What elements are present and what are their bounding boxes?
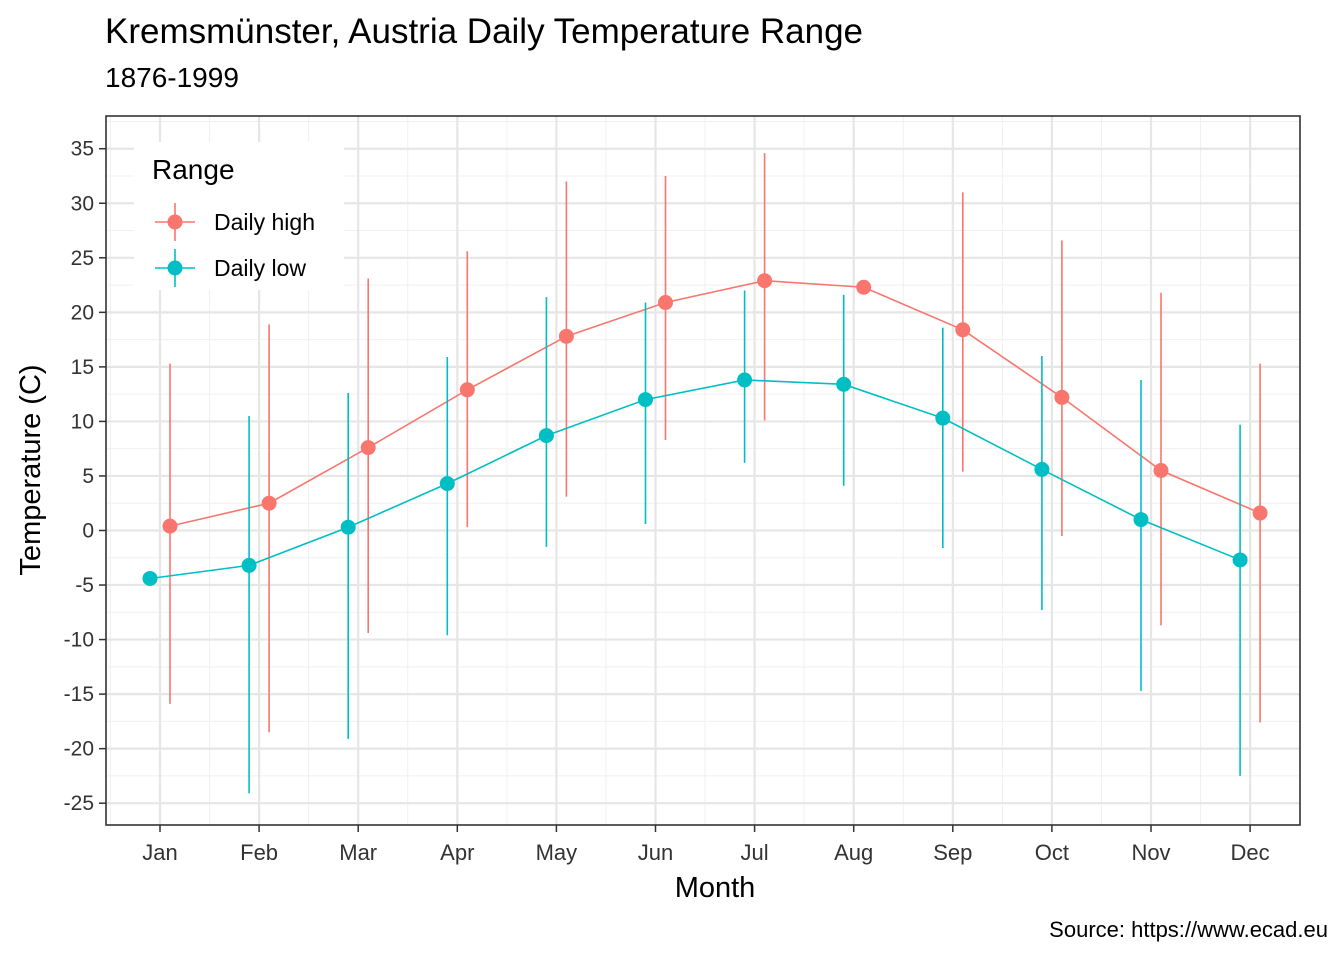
data-point — [836, 376, 852, 392]
data-point — [1232, 552, 1248, 568]
x-tick-label: Nov — [1131, 840, 1170, 865]
x-tick-label: Mar — [339, 840, 377, 865]
data-point — [538, 428, 554, 444]
x-tick-label: Sep — [933, 840, 972, 865]
axes: -25 -20 -15 -10 -5 0 5 10 15 20 25 30 35 Jan Feb Mar Apr… — [64, 138, 1270, 865]
legend-title: Range — [152, 154, 235, 185]
data-point — [638, 392, 653, 408]
legend: Range Daily high Daily low — [134, 142, 344, 290]
data-point — [340, 519, 356, 535]
legend-items: Daily high Daily low — [155, 203, 315, 287]
y-tick-label: 10 — [71, 410, 94, 433]
y-tick-label: -15 — [64, 683, 94, 706]
y-tick-label: -10 — [64, 629, 94, 652]
legend-key-point — [167, 260, 183, 276]
y-axis-title: Temperature (C) — [15, 364, 47, 575]
legend-label: Daily high — [214, 209, 315, 235]
chart-subtitle: 1876-1999 — [105, 62, 239, 93]
y-tick-label: 0 — [82, 519, 94, 542]
legend-key-point — [167, 214, 183, 230]
plot-border — [105, 115, 1301, 826]
x-tick-label: May — [536, 840, 578, 865]
data-point — [757, 273, 773, 289]
y-tick-label: -20 — [64, 738, 94, 761]
data-point — [1034, 461, 1050, 477]
x-tick-label: Dec — [1231, 840, 1270, 865]
data-point — [658, 295, 673, 311]
data-point — [558, 328, 574, 344]
series-line — [149, 379, 1241, 580]
data-point — [737, 372, 753, 388]
y-tick-label: 5 — [82, 465, 94, 488]
y-tick-label: 30 — [71, 192, 94, 215]
x-tick-label: Jan — [142, 840, 177, 865]
data-point — [1054, 389, 1070, 405]
data-point — [1252, 505, 1268, 521]
data-point — [1133, 512, 1149, 528]
y-tick-label: 35 — [71, 138, 94, 161]
y-tick-label: 25 — [71, 247, 94, 270]
grid — [106, 116, 1301, 825]
x-tick-label: Apr — [440, 840, 474, 865]
x-tick-label: Jul — [741, 840, 769, 865]
data-point — [439, 476, 455, 492]
data-point — [142, 570, 158, 586]
chart-title: Kremsmünster, Austria Daily Temperature … — [105, 12, 864, 51]
data-point — [955, 322, 971, 338]
series-layer — [142, 153, 1268, 794]
series-line — [169, 279, 1261, 527]
data-point — [360, 440, 376, 456]
data-point — [459, 382, 475, 398]
y-tick-label: 15 — [71, 356, 94, 379]
x-tick-label: Aug — [834, 840, 873, 865]
y-tick-label: 20 — [71, 301, 94, 324]
y-tick-label: -25 — [64, 792, 94, 815]
x-axis-title: Month — [675, 872, 756, 904]
x-tick-label: Jun — [638, 840, 673, 865]
y-tick-label: -5 — [75, 574, 94, 597]
data-point — [935, 410, 951, 426]
x-tick-label: Oct — [1035, 840, 1069, 865]
data-point — [856, 279, 872, 295]
data-point — [162, 518, 178, 534]
data-point — [261, 495, 277, 511]
chart-source-caption: Source: https://www.ecad.eu — [1049, 917, 1328, 942]
x-tick-label: Feb — [240, 840, 278, 865]
legend-label: Daily low — [214, 255, 306, 281]
data-point — [1153, 463, 1169, 478]
data-point — [241, 557, 257, 573]
series-daily-low — [142, 290, 1248, 794]
series-daily-high — [162, 153, 1268, 733]
